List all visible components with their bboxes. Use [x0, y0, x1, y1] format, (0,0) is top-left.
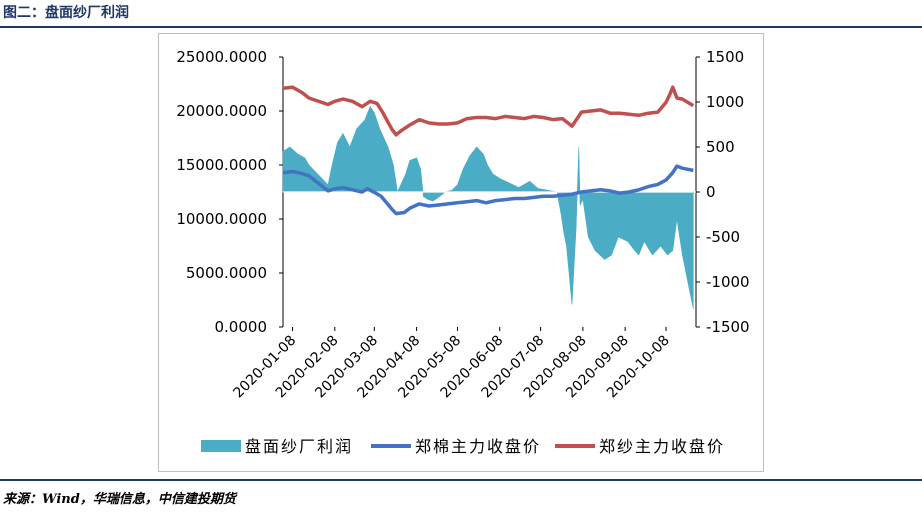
legend-label: 郑纱主力收盘价 — [599, 437, 725, 456]
right-axis-tick-label: 1000 — [706, 93, 744, 111]
right-axis-tick-label: 500 — [706, 138, 735, 156]
right-axis-tick-label: -500 — [706, 228, 740, 246]
right-axis-tick-label: 0 — [706, 183, 716, 201]
left-axis-tick-label: 15000.0000 — [176, 156, 267, 174]
left-axis-tick-label: 10000.0000 — [176, 210, 267, 228]
left-axis-tick-label: 25000.0000 — [176, 48, 267, 66]
cotton-price-line — [282, 164, 694, 216]
right-axis-tick-label: -1000 — [706, 273, 750, 291]
legend-swatch-profit — [201, 440, 241, 452]
left-axis-tick-label: 5000.0000 — [186, 264, 267, 282]
top-rule — [0, 26, 922, 28]
right-axis-tick-label: 1500 — [706, 48, 744, 66]
profit-area-series — [282, 105, 694, 310]
legend-label: 郑棉主力收盘价 — [415, 437, 541, 456]
chart-svg: 0.0000 5000.0000 10000.0000 15000.0000 20000… — [176, 48, 750, 456]
left-axis-tick-label: 20000.0000 — [176, 102, 267, 120]
source-note: 来源：Wind，华瑞信息，中信建投期货 — [3, 492, 236, 507]
yarn-price-line — [282, 85, 695, 137]
left-axis-tick-label: 0.0000 — [215, 318, 268, 336]
bottom-rule — [0, 479, 922, 481]
chart-frame: 0.0000 5000.0000 10000.0000 15000.0000 20000… — [158, 33, 764, 472]
right-axis-tick-label: -1500 — [706, 318, 750, 336]
legend-label: 盘面纱厂利润 — [245, 437, 353, 456]
figure-title: 图二：盘面纱厂利润 — [3, 5, 129, 21]
